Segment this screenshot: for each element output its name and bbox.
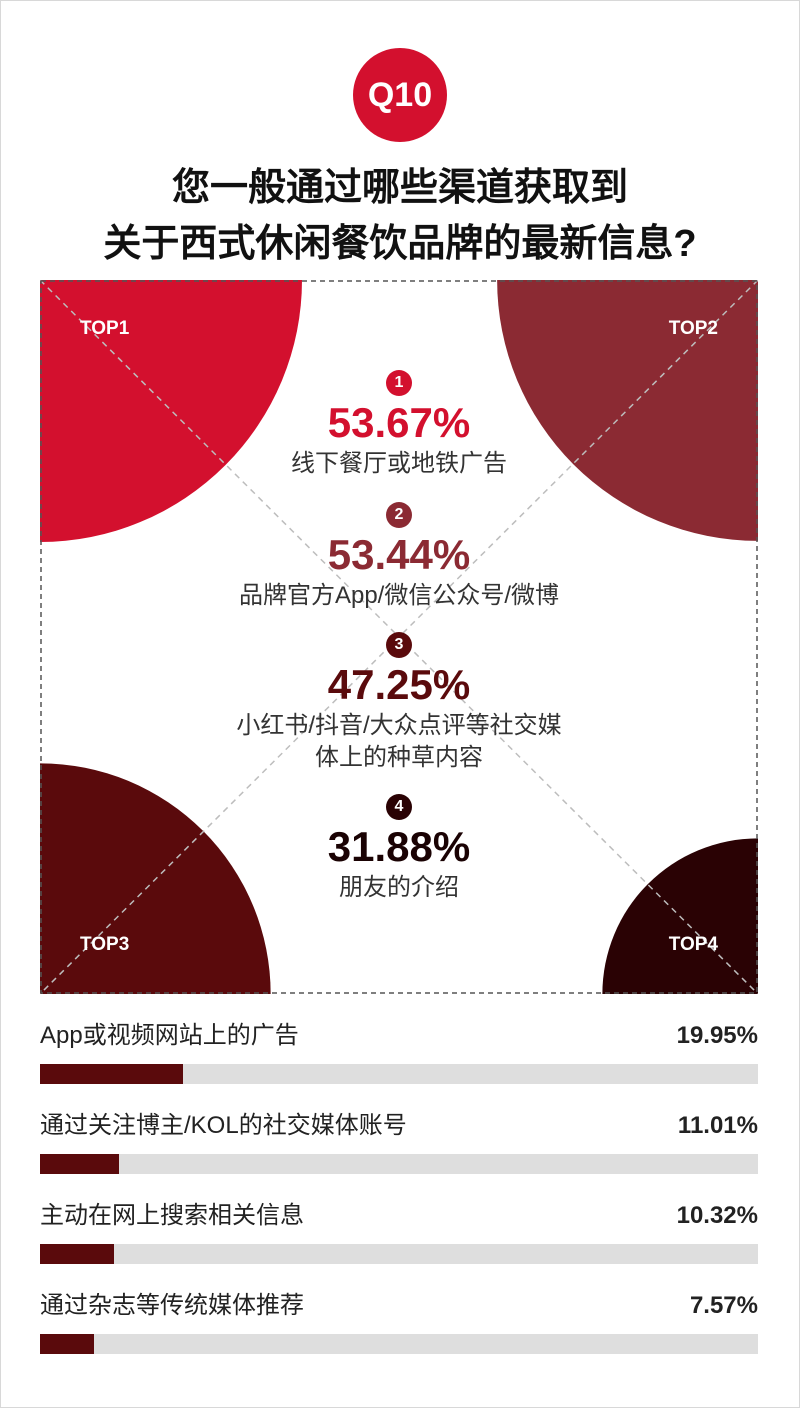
title-line-1: 您一般通过哪些渠道获取到: [171, 167, 628, 209]
bar-fill: [40, 1334, 95, 1354]
bar-value-label: 7.57%: [689, 1292, 758, 1319]
bar-fill: [40, 1154, 120, 1174]
rank-number-badge: 2: [386, 502, 412, 528]
top-label-3: TOP3: [80, 934, 130, 955]
rank-channel-text-1: 小红书/抖音/大众点评等社交媒: [236, 712, 562, 739]
bar-track: [40, 1244, 758, 1264]
bar-row-1: App或视频网站上的广告 19.95%: [40, 1020, 758, 1100]
bar-category-label: 主动在网上搜索相关信息: [40, 1202, 304, 1229]
bar-category-label: App或视频网站上的广告: [40, 1022, 299, 1049]
rank-number-badge: 4: [386, 794, 412, 820]
rank-percentage: 31.88%: [327, 823, 471, 870]
bar-track: [40, 1154, 758, 1174]
rank-item-3: 3 47.25% 小红书/抖音/大众点评等社交媒 体上的种草内容: [40, 632, 758, 774]
rank-number-badge: 1: [386, 370, 412, 396]
rank-percentage: 47.25%: [327, 661, 471, 708]
rank-channel-text-2: 体上的种草内容: [315, 744, 483, 771]
bar-row-4: 通过杂志等传统媒体推荐 7.57%: [40, 1290, 758, 1370]
bar-fill: [40, 1244, 115, 1264]
top-label-1: TOP1: [80, 318, 130, 339]
rank-channel-text-1: 品牌官方App/微信公众号/微博: [238, 582, 560, 609]
rank-channel-text-1: 线下餐厅或地铁广告: [291, 450, 507, 477]
top-label-4: TOP4: [668, 934, 718, 955]
top4-quadrant-graphic: [40, 280, 758, 994]
bar-row-2: 通过关注博主/KOL的社交媒体账号 11.01%: [40, 1110, 758, 1190]
top-label-2: TOP2: [668, 318, 718, 339]
bar-fill: [40, 1064, 184, 1084]
rank-percentage: 53.44%: [327, 531, 471, 578]
bar-value-label: 11.01%: [677, 1112, 758, 1139]
title-line-2: 关于西式休闲餐饮品牌的最新信息?: [103, 223, 697, 265]
bar-value-label: 19.95%: [676, 1022, 758, 1049]
rank-item-4: 4 31.88% 朋友的介绍: [40, 794, 758, 904]
top4-panel: TOP1 TOP2 TOP3 TOP4 1 53.67% 线下餐厅或地铁广告 2 53.44%…: [40, 280, 758, 994]
question-badge: Q10: [353, 48, 447, 142]
rank-percentage: 53.67%: [327, 399, 471, 446]
bar-row-3: 主动在网上搜索相关信息 10.32%: [40, 1200, 758, 1280]
rank-channel-text-1: 朋友的介绍: [339, 874, 459, 901]
bar-value-label: 10.32%: [676, 1202, 758, 1229]
rank-item-2: 2 53.44% 品牌官方App/微信公众号/微博: [40, 502, 758, 612]
bar-category-label: 通过关注博主/KOL的社交媒体账号: [40, 1112, 407, 1139]
rank-number-badge: 3: [386, 632, 412, 658]
bar-category-label: 通过杂志等传统媒体推荐: [40, 1292, 304, 1319]
rank-item-1: 1 53.67% 线下餐厅或地铁广告: [40, 370, 758, 480]
bar-track: [40, 1334, 758, 1354]
dashed-frame: [40, 280, 758, 994]
bar-track: [40, 1064, 758, 1084]
